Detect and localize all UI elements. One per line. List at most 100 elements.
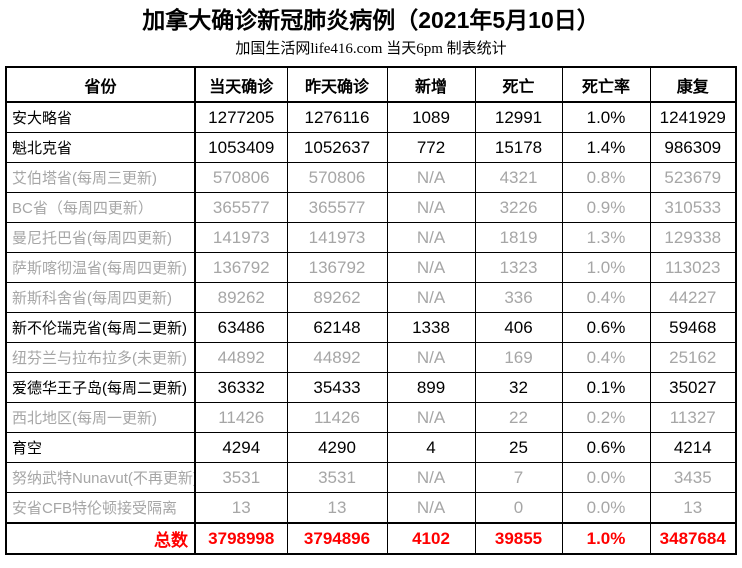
page-subtitle: 加国生活网life416.com 当天6pm 制表统计 [235, 41, 507, 57]
table-row: 西北地区(每周一更新) 11426 11426 N/A 22 0.2% 11327 [5, 402, 737, 433]
value-cell: 406 [474, 312, 563, 343]
value-cell: 4102 [386, 522, 476, 555]
value-cell: 11426 [286, 402, 388, 433]
value-cell: 136792 [286, 252, 388, 283]
value-cell: 3435 [649, 462, 737, 493]
value-cell: 1276116 [286, 101, 388, 133]
table-row: 努纳武特Nunavut(不再更新) 3531 3531 N/A 7 0.0% 3435 [5, 462, 737, 493]
value-cell: 129338 [649, 222, 737, 253]
value-cell: 0.0% [561, 492, 651, 524]
value-cell: 3798998 [194, 522, 288, 555]
value-cell: 3794896 [286, 522, 388, 555]
value-cell: 113023 [649, 252, 737, 283]
value-cell: 11327 [649, 402, 737, 433]
province-cell: 曼尼托巴省(每周四更新) [5, 222, 196, 253]
value-cell: 523679 [649, 162, 737, 193]
table-row: 育空 4294 4290 4 25 0.6% 4214 [5, 432, 737, 463]
column-header-yesterday-confirmed: 昨天确诊 [286, 66, 388, 103]
province-cell: 萨斯喀彻温省(每周四更新) [5, 252, 196, 283]
column-header-death-rate: 死亡率 [561, 66, 651, 103]
covid-stats-table: 省份 当天确诊 昨天确诊 新增 死亡 死亡率 康复 安大略省 1277205 127… [5, 66, 737, 555]
value-cell: 13 [286, 492, 388, 524]
province-cell: 安省CFB特伦顿接受隔离 [5, 492, 196, 524]
value-cell: 365577 [194, 192, 288, 223]
table-row: 艾伯塔省(每周三更新) 570806 570806 N/A 4321 0.8% 523679 [5, 162, 737, 193]
total-label-cell: 总数 [5, 522, 196, 555]
column-header-recovered: 康复 [649, 66, 737, 103]
column-header-new-cases: 新增 [386, 66, 476, 103]
value-cell: 136792 [194, 252, 288, 283]
value-cell: 0.8% [561, 162, 651, 193]
value-cell: 570806 [286, 162, 388, 193]
value-cell: N/A [386, 252, 476, 283]
value-cell: 25 [474, 432, 563, 463]
value-cell: 1819 [474, 222, 563, 253]
value-cell: N/A [386, 162, 476, 193]
value-cell: 3487684 [649, 522, 737, 555]
value-cell: 4290 [286, 432, 388, 463]
value-cell: 0.6% [561, 312, 651, 343]
table-row: 萨斯喀彻温省(每周四更新) 136792 136792 N/A 1323 1.0% 1130… [5, 252, 737, 283]
province-cell: 艾伯塔省(每周三更新) [5, 162, 196, 193]
value-cell: 3226 [474, 192, 563, 223]
value-cell: 59468 [649, 312, 737, 343]
column-header-province: 省份 [5, 66, 196, 103]
value-cell: 4294 [194, 432, 288, 463]
value-cell: N/A [386, 402, 476, 433]
value-cell: 0.1% [561, 372, 651, 403]
value-cell: 22 [474, 402, 563, 433]
value-cell: 1089 [386, 101, 476, 133]
column-header-today-confirmed: 当天确诊 [194, 66, 288, 103]
value-cell: 310533 [649, 192, 737, 223]
value-cell: 62148 [286, 312, 388, 343]
value-cell: 25162 [649, 342, 737, 373]
value-cell: 1052637 [286, 132, 388, 163]
table-body: 安大略省 1277205 1276116 1089 12991 1.0% 1241929 魁北… [5, 101, 737, 555]
table-row: BC省（每周四更新） 365577 365577 N/A 3226 0.9% 310533 [5, 192, 737, 223]
table-row: 爱德华王子岛(每周二更新) 36332 35433 899 32 0.1% 35027 [5, 372, 737, 403]
value-cell: 570806 [194, 162, 288, 193]
table-header-row: 省份 当天确诊 昨天确诊 新增 死亡 死亡率 康复 [5, 66, 737, 103]
value-cell: 3531 [286, 462, 388, 493]
value-cell: 336 [474, 282, 563, 313]
value-cell: 1.4% [561, 132, 651, 163]
value-cell: 15178 [474, 132, 563, 163]
value-cell: 7 [474, 462, 563, 493]
value-cell: N/A [386, 342, 476, 373]
value-cell: 1053409 [194, 132, 288, 163]
value-cell: 0.9% [561, 192, 651, 223]
value-cell: 89262 [194, 282, 288, 313]
value-cell: 1241929 [649, 101, 737, 133]
value-cell: 89262 [286, 282, 388, 313]
table-row: 纽芬兰与拉布拉多(未更新) 44892 44892 N/A 169 0.4% 25162 [5, 342, 737, 373]
province-cell: 安大略省 [5, 101, 196, 133]
value-cell: 11426 [194, 402, 288, 433]
value-cell: 44227 [649, 282, 737, 313]
value-cell: N/A [386, 222, 476, 253]
value-cell: 44892 [286, 342, 388, 373]
table-row: 新不伦瑞克省(每周二更新) 63486 62148 1338 406 0.6% 59468 [5, 312, 737, 343]
value-cell: 1.0% [561, 522, 651, 555]
value-cell: 772 [386, 132, 476, 163]
value-cell: 35433 [286, 372, 388, 403]
value-cell: 32 [474, 372, 563, 403]
province-cell: BC省（每周四更新） [5, 192, 196, 223]
value-cell: 1338 [386, 312, 476, 343]
value-cell: 0.6% [561, 432, 651, 463]
value-cell: 1.3% [561, 222, 651, 253]
value-cell: N/A [386, 492, 476, 524]
table-row: 安大略省 1277205 1276116 1089 12991 1.0% 1241929 [5, 101, 737, 133]
table-row: 安省CFB特伦顿接受隔离 13 13 N/A 0 0.0% 13 [5, 492, 737, 524]
value-cell: 365577 [286, 192, 388, 223]
value-cell: 39855 [474, 522, 563, 555]
column-header-deaths: 死亡 [474, 66, 563, 103]
value-cell: N/A [386, 462, 476, 493]
value-cell: 0.0% [561, 462, 651, 493]
value-cell: 0.4% [561, 342, 651, 373]
table-row: 魁北克省 1053409 1052637 772 15178 1.4% 986309 [5, 132, 737, 163]
value-cell: 12991 [474, 101, 563, 133]
value-cell: 4 [386, 432, 476, 463]
value-cell: 36332 [194, 372, 288, 403]
value-cell: 141973 [286, 222, 388, 253]
value-cell: 1277205 [194, 101, 288, 133]
